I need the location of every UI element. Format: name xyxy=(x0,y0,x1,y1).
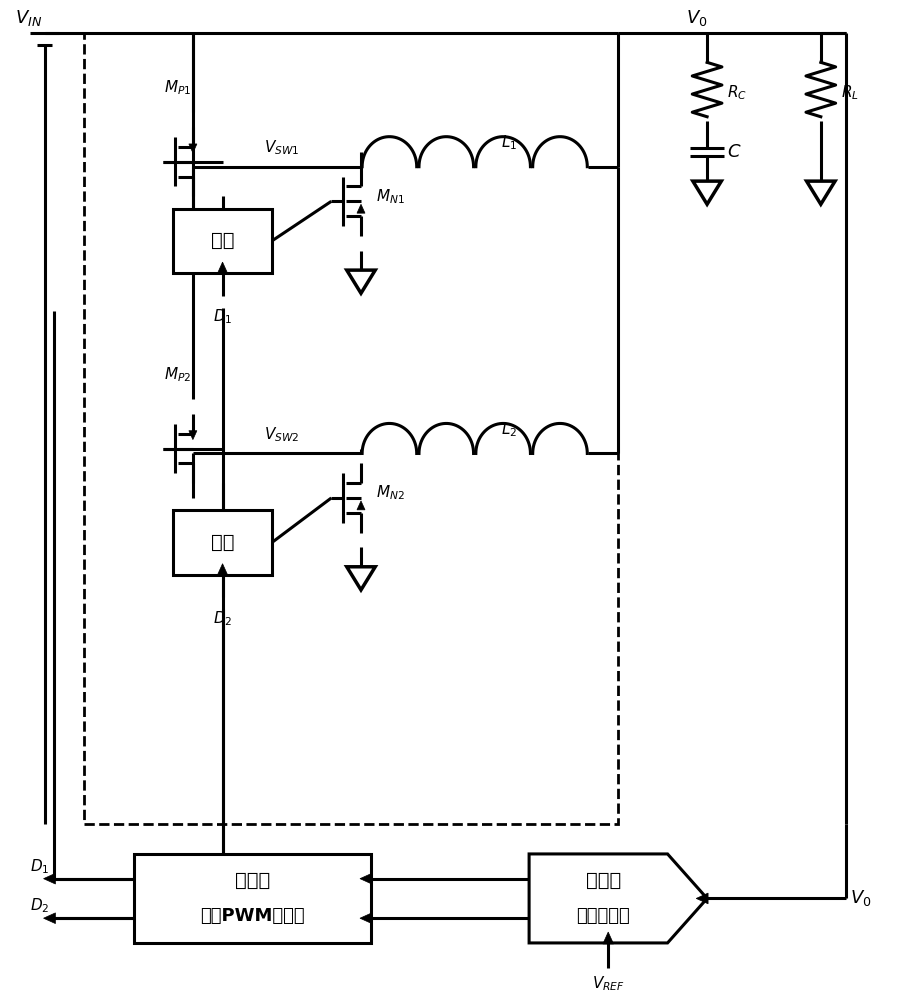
Polygon shape xyxy=(693,181,721,204)
Polygon shape xyxy=(696,893,709,904)
Text: $D_{2}$: $D_{2}$ xyxy=(31,897,49,915)
Text: $V_{IN}$: $V_{IN}$ xyxy=(15,8,42,28)
Text: $V_{0}$: $V_{0}$ xyxy=(850,888,872,908)
Polygon shape xyxy=(347,270,375,293)
Text: $V_{REF}$: $V_{REF}$ xyxy=(592,975,625,993)
Text: $M_{N2}$: $M_{N2}$ xyxy=(376,484,405,502)
Text: $V_{SW2}$: $V_{SW2}$ xyxy=(264,425,300,444)
Text: $R_{C}$: $R_{C}$ xyxy=(726,83,747,102)
Text: 模数转换器: 模数转换器 xyxy=(577,907,630,925)
Bar xyxy=(134,854,371,943)
Polygon shape xyxy=(347,567,375,590)
Polygon shape xyxy=(217,262,227,273)
Text: $D_{2}$: $D_{2}$ xyxy=(213,609,233,628)
Text: 数字PWM转换器: 数字PWM转换器 xyxy=(200,907,304,925)
Text: 高精度: 高精度 xyxy=(585,871,621,890)
Polygon shape xyxy=(603,932,613,944)
Text: $M_{P1}$: $M_{P1}$ xyxy=(164,79,191,97)
Text: 驱动: 驱动 xyxy=(211,231,234,250)
Polygon shape xyxy=(360,913,372,924)
Text: $M_{N1}$: $M_{N1}$ xyxy=(376,187,405,206)
Bar xyxy=(173,510,272,575)
Bar xyxy=(173,209,272,273)
Polygon shape xyxy=(44,913,56,924)
Text: $C$: $C$ xyxy=(726,143,742,161)
Text: $V_{SW1}$: $V_{SW1}$ xyxy=(264,138,300,157)
Text: 驱动: 驱动 xyxy=(211,533,234,552)
Text: $R_{L}$: $R_{L}$ xyxy=(841,83,858,102)
Polygon shape xyxy=(357,204,365,213)
Polygon shape xyxy=(217,564,227,575)
Text: $D_{1}$: $D_{1}$ xyxy=(30,857,49,876)
Bar xyxy=(84,33,618,824)
Text: $L_{2}$: $L_{2}$ xyxy=(501,420,517,439)
Text: $V_{0}$: $V_{0}$ xyxy=(686,8,708,28)
Text: 高精度: 高精度 xyxy=(234,871,269,890)
Polygon shape xyxy=(806,181,835,204)
Text: $D_{1}$: $D_{1}$ xyxy=(213,308,233,326)
Text: $M_{P2}$: $M_{P2}$ xyxy=(164,366,191,384)
Text: $L_{1}$: $L_{1}$ xyxy=(501,133,517,152)
Polygon shape xyxy=(529,854,707,943)
Polygon shape xyxy=(357,501,365,510)
Polygon shape xyxy=(189,144,197,153)
Polygon shape xyxy=(44,873,56,884)
Polygon shape xyxy=(189,431,197,440)
Polygon shape xyxy=(360,873,372,884)
